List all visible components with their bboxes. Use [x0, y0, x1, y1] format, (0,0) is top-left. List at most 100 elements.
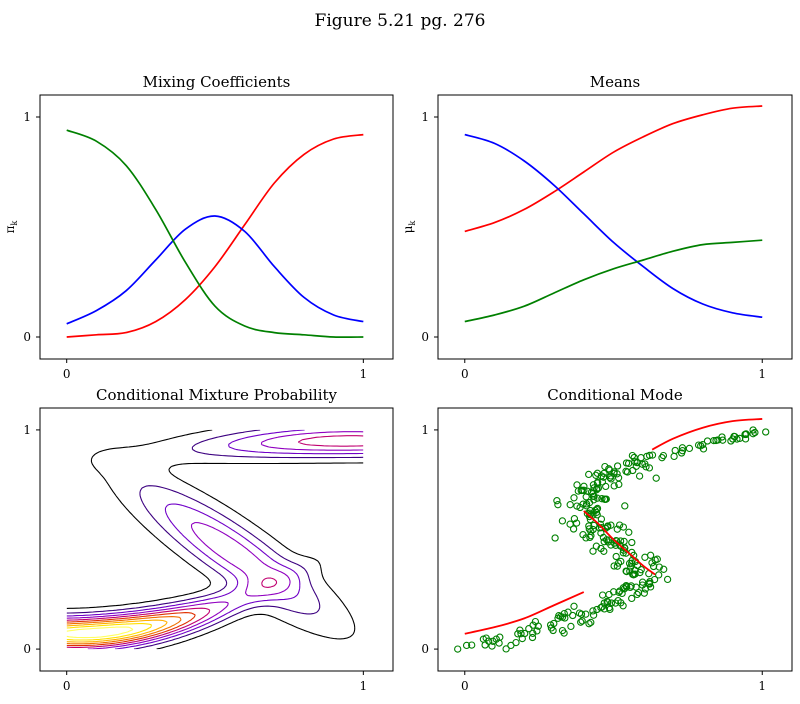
- scatter-point: [564, 608, 572, 616]
- scatter-point: [587, 618, 595, 627]
- scatter-point: [619, 523, 628, 531]
- scatter-point: [604, 522, 612, 530]
- contour-level-2: [66, 429, 364, 650]
- scatter-point: [600, 538, 608, 546]
- y-tick-label: 1: [23, 423, 31, 437]
- x-tick-label: 1: [360, 367, 368, 381]
- scatter-point: [592, 471, 600, 479]
- scatter-point: [553, 497, 561, 505]
- scatter-point: [599, 473, 608, 481]
- scatter-point: [618, 589, 626, 598]
- scatter-point: [601, 462, 609, 471]
- y-tick-label: 1: [421, 423, 429, 437]
- scatter-point: [582, 500, 591, 508]
- x-tick-label: 0: [63, 367, 71, 381]
- plot-area: [66, 429, 364, 650]
- scatter-point: [555, 612, 563, 620]
- scatter-point: [593, 478, 602, 486]
- scatter-point: [600, 547, 608, 555]
- scatter-point: [718, 433, 726, 441]
- scatter-point: [614, 597, 622, 605]
- series-line-1: [66, 215, 364, 325]
- scatter-point: [703, 437, 712, 445]
- scatter-point: [531, 617, 540, 626]
- scatter-point: [678, 444, 687, 452]
- scatter-point: [529, 621, 537, 629]
- contour-level-4: [66, 435, 364, 648]
- x-tick-label: 1: [758, 679, 766, 693]
- scatter-point: [612, 552, 620, 561]
- plot-area: [454, 418, 770, 653]
- figure-title: Figure 5.21 pg. 276: [315, 11, 486, 31]
- scatter-point: [566, 501, 574, 509]
- scatter-point: [622, 459, 631, 467]
- scatter-point: [558, 517, 567, 525]
- scatter-point: [631, 570, 639, 578]
- panel-title: Mixing Coefficients: [143, 73, 291, 91]
- scatter-point: [635, 472, 644, 480]
- scatter-point: [589, 611, 598, 619]
- scatter-point: [582, 493, 590, 501]
- scatter-point: [590, 521, 598, 530]
- scatter-point: [638, 460, 647, 468]
- scatter-point: [677, 449, 686, 457]
- scatter-point: [572, 519, 581, 527]
- axes-frame: [39, 94, 394, 360]
- scatter-point: [655, 563, 663, 571]
- scatter-point: [554, 501, 562, 509]
- scatter-point: [653, 555, 661, 563]
- scatter-point: [619, 549, 627, 557]
- y-tick-label: 0: [421, 330, 429, 344]
- scatter-point: [615, 521, 624, 529]
- scatter-point: [613, 525, 621, 533]
- scatter-point: [481, 641, 489, 649]
- series-line-0: [464, 105, 763, 233]
- series-line-2: [66, 129, 364, 339]
- scatter-point: [613, 537, 621, 545]
- scatter-point: [496, 633, 504, 641]
- scatter-point: [652, 474, 660, 482]
- scatter-point: [454, 645, 462, 653]
- scatter-point: [694, 441, 703, 449]
- scatter-point: [627, 582, 635, 590]
- scatter-point: [628, 594, 636, 603]
- panel-means: Means μk 0 1 0 1: [401, 73, 793, 381]
- scatter-point: [598, 591, 607, 599]
- scatter-point: [533, 627, 541, 635]
- scatter-point: [569, 525, 578, 533]
- scatter-point: [610, 482, 618, 490]
- scatter-point: [598, 495, 606, 503]
- scatter-point: [646, 551, 655, 559]
- scatter-point: [605, 465, 613, 473]
- panel-conditional-mixture-probability: Conditional Mixture Probability 0 1 0 1: [23, 386, 394, 693]
- scatter-point: [512, 638, 520, 647]
- contour-level-7: [66, 619, 168, 643]
- scatter-point: [593, 504, 602, 513]
- scatter-point: [582, 534, 590, 542]
- scatter-point: [550, 619, 558, 628]
- scatter-point: [591, 506, 599, 515]
- scatter-point: [579, 500, 587, 508]
- y-axis-label: μk: [401, 221, 417, 234]
- scatter-point: [585, 470, 593, 479]
- panel-conditional-mode: Conditional Mode 0 1 0 1: [421, 386, 793, 693]
- scatter-point: [632, 462, 640, 470]
- scatter-point: [660, 565, 668, 573]
- scatter-point: [607, 521, 615, 529]
- contour-level-1: [66, 429, 364, 650]
- mode-curve-1: [583, 510, 656, 576]
- scatter-point: [613, 562, 622, 570]
- y-axis-label: πk: [3, 220, 19, 233]
- x-tick-label: 1: [758, 367, 766, 381]
- scatter-point: [637, 454, 645, 462]
- panel-title: Conditional Mixture Probability: [96, 386, 338, 404]
- scatter-point: [462, 641, 471, 650]
- scatter-point: [593, 494, 601, 502]
- scatter-point: [749, 430, 757, 438]
- contour-level-9: [66, 626, 134, 639]
- scatter-point: [597, 515, 606, 523]
- scatter-point: [567, 622, 575, 631]
- scatter-point: [645, 464, 654, 472]
- scatter-point: [502, 645, 510, 653]
- scatter-point: [585, 525, 593, 533]
